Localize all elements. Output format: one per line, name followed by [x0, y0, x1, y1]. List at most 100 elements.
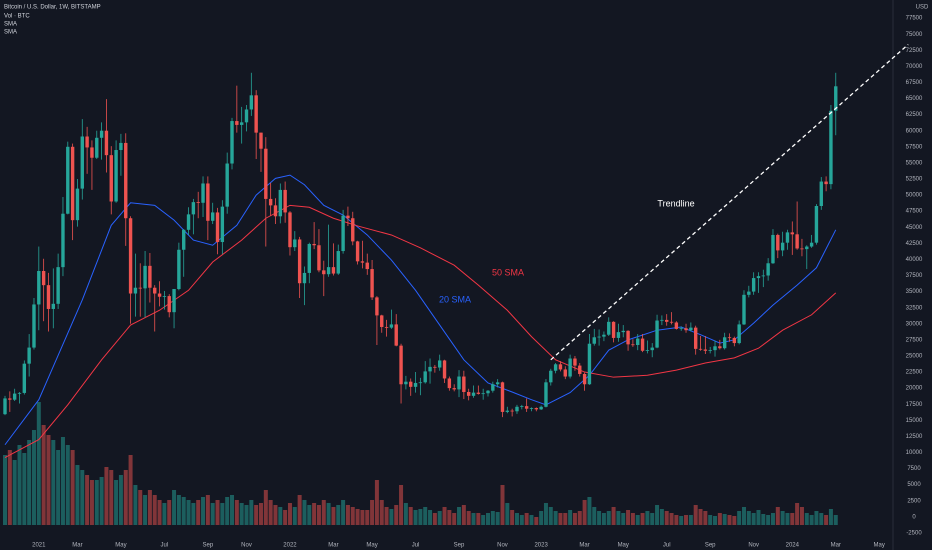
candle-body [186, 214, 191, 230]
candle-body [785, 232, 790, 243]
x-tick-label: Jul [161, 543, 169, 549]
volume-bar [432, 513, 437, 525]
candle-body [95, 137, 99, 158]
volume-bar [374, 480, 379, 525]
candle-body [636, 338, 640, 346]
candle-body [230, 121, 234, 164]
y-tick-label: 7500 [907, 466, 921, 472]
candle-body [520, 406, 524, 407]
candle-body [56, 267, 60, 304]
candle-body [824, 181, 828, 185]
x-tick-label: Sep [454, 543, 465, 549]
candle-body [312, 243, 316, 246]
volume-bar [519, 515, 524, 525]
volume-bar [597, 511, 602, 525]
volume-bar [505, 503, 510, 525]
candle-body [626, 330, 630, 345]
volume-bar [268, 500, 273, 525]
candle-body [172, 289, 176, 313]
volume-bar [688, 515, 693, 525]
y-tick-label: 12500 [906, 434, 923, 440]
volume-bar [114, 480, 119, 525]
y-tick-label: 65000 [906, 96, 923, 102]
volume-bar [70, 450, 75, 525]
candle-body [104, 130, 109, 156]
volume-bar [650, 513, 655, 525]
y-tick-label: 35000 [906, 289, 923, 295]
volume-bar [814, 511, 819, 525]
volume-bar [413, 510, 418, 525]
candle-body [452, 388, 456, 390]
volume-bar [611, 507, 616, 525]
sma-label: 20 SMA [439, 294, 471, 304]
candle-body [727, 337, 732, 339]
volume-bar [606, 511, 611, 525]
volume-bar [756, 510, 761, 525]
candle-body [326, 267, 331, 275]
volume-bar [94, 480, 99, 525]
trendline-label: Trendline [657, 198, 694, 208]
candle-body [90, 147, 94, 158]
volume-bar [89, 480, 94, 525]
y-tick-label: 50000 [906, 193, 923, 199]
volume-bar [12, 460, 17, 525]
volume-bar [278, 507, 283, 525]
x-tick-label: Mar [579, 543, 589, 549]
candle-body [650, 347, 654, 351]
x-tick-label: Mar [72, 543, 82, 549]
candle-body [404, 381, 408, 385]
candle-body [259, 132, 263, 149]
candle-body [153, 287, 157, 294]
volume-bar [350, 507, 355, 525]
volume-bar [543, 503, 548, 525]
candle-body [790, 232, 794, 235]
volume-bar [384, 507, 389, 525]
candle-body [346, 215, 350, 219]
y-tick-label: 25000 [906, 354, 923, 360]
volume-bar [635, 515, 640, 525]
candle-body [578, 365, 582, 374]
volume-bar [674, 515, 679, 525]
volume-bar [46, 435, 51, 525]
candle-body [148, 265, 152, 288]
candle-body [718, 346, 722, 349]
candle-body [616, 332, 621, 338]
x-tick-label: 2024 [786, 543, 800, 549]
candle-body [61, 213, 65, 268]
candle-body [805, 246, 809, 250]
candle-body [235, 121, 239, 125]
candle-body [592, 337, 596, 344]
candle-body [360, 261, 365, 263]
candle-body [293, 239, 297, 248]
volume-bar [287, 503, 292, 525]
volume-bar [220, 503, 225, 525]
indicator-legend: SMA [4, 22, 17, 28]
y-tick-label: -2500 [906, 530, 922, 536]
volume-bar [312, 503, 317, 525]
volume-bar [3, 455, 7, 525]
volume-bar [7, 450, 12, 525]
volume-bar [123, 470, 128, 525]
candle-body [355, 241, 360, 262]
volume-bar [41, 425, 46, 525]
volume-bar [128, 455, 133, 525]
candle-body [438, 360, 442, 368]
volume-bar [355, 509, 360, 525]
volume-bar [684, 515, 689, 525]
volume-bar [534, 517, 539, 525]
volume-bar [143, 495, 148, 525]
volume-bar [442, 507, 447, 525]
volume-bar [75, 465, 80, 525]
y-tick-label: 17500 [906, 402, 923, 408]
volume-bar [727, 515, 732, 525]
volume-bar [461, 505, 466, 525]
candle-body [254, 95, 258, 133]
candle-body [747, 291, 751, 295]
candle-body [795, 234, 799, 249]
y-tick-label: 62500 [906, 112, 923, 118]
volume-bar [775, 507, 780, 525]
volume-bar [51, 440, 56, 525]
candle-body [737, 324, 741, 344]
volume-bar [191, 503, 196, 525]
volume-bar [399, 485, 404, 525]
